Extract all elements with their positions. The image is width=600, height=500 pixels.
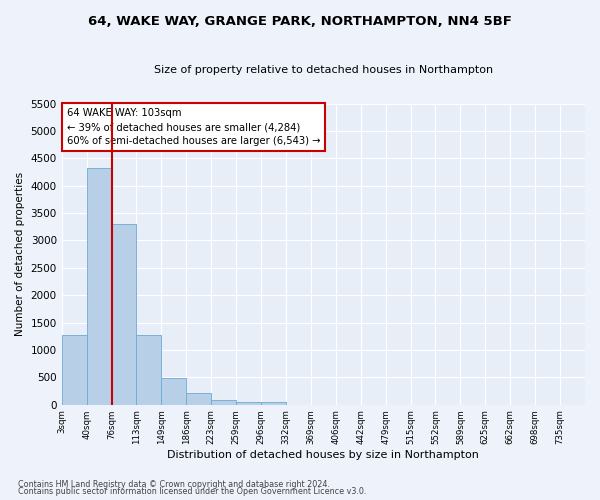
Bar: [236, 402, 261, 404]
Bar: [261, 402, 286, 404]
Title: Size of property relative to detached houses in Northampton: Size of property relative to detached ho…: [154, 65, 493, 75]
Bar: [186, 393, 211, 404]
Bar: [62, 335, 86, 404]
Text: Contains public sector information licensed under the Open Government Licence v3: Contains public sector information licen…: [18, 488, 367, 496]
Text: 64, WAKE WAY, GRANGE PARK, NORTHAMPTON, NN4 5BF: 64, WAKE WAY, GRANGE PARK, NORTHAMPTON, …: [88, 15, 512, 28]
Bar: [211, 400, 236, 404]
Text: Contains HM Land Registry data © Crown copyright and database right 2024.: Contains HM Land Registry data © Crown c…: [18, 480, 330, 489]
Text: 64 WAKE WAY: 103sqm
← 39% of detached houses are smaller (4,284)
60% of semi-det: 64 WAKE WAY: 103sqm ← 39% of detached ho…: [67, 108, 320, 146]
Bar: [86, 168, 112, 404]
Bar: [112, 224, 136, 404]
Y-axis label: Number of detached properties: Number of detached properties: [15, 172, 25, 336]
X-axis label: Distribution of detached houses by size in Northampton: Distribution of detached houses by size …: [167, 450, 479, 460]
Bar: [161, 378, 186, 404]
Bar: [136, 334, 161, 404]
